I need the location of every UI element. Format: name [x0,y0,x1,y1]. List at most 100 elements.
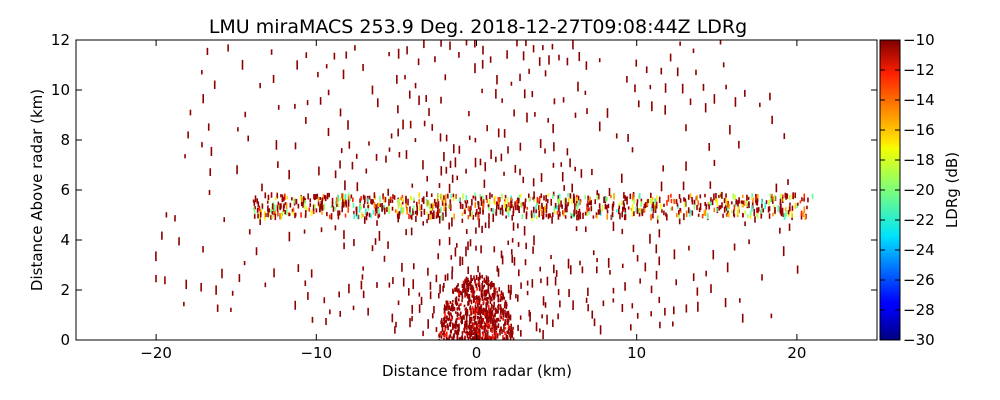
melting-layer-gate [785,210,787,217]
melting-layer-gate [779,206,782,213]
melting-layer-gate [762,208,765,213]
melting-layer-gate [274,213,277,221]
melting-layer-gate [271,214,273,219]
noise-gate [296,60,298,70]
clutter-gate [490,321,492,324]
clutter-gate [499,310,502,316]
melting-layer-gate [427,213,430,220]
melting-layer-gate [505,215,507,219]
noise-gate [587,200,589,208]
clutter-gate [449,300,452,304]
melting-layer-gate [794,203,797,209]
noise-gate [474,306,477,314]
melting-layer-gate [321,200,323,207]
melting-layer-gate [516,205,519,211]
melting-layer-gate [623,214,626,221]
clutter-gate [440,335,443,339]
melting-layer-gate [370,199,372,204]
melting-layer-gate [488,199,491,207]
noise-gate [481,59,484,69]
clutter-gate [482,307,485,312]
melting-layer-gate [565,198,567,204]
melting-layer-gate [337,210,339,216]
noise-gate [607,257,610,268]
melting-layer-gate [647,198,649,204]
clutter-gate [484,293,487,297]
noise-gate [503,323,505,333]
clutter-gate [461,284,464,289]
melting-layer-gate [437,193,439,200]
melting-layer-gate [499,209,502,214]
melting-layer-gate [744,210,747,215]
clutter-gate [462,283,465,286]
melting-layer-gate [606,213,609,220]
melting-layer-gate [719,205,722,210]
noise-gate [524,259,527,266]
noise-gate [339,160,341,169]
melting-layer-gate [663,203,665,208]
x-tick-label: 10 [627,344,646,362]
clutter-gate [455,330,458,335]
noise-gate [448,237,451,245]
melting-layer-gate [253,212,256,219]
noise-gate [456,175,459,181]
noise-gate [387,188,390,196]
clutter-gate [465,315,468,320]
noise-gate [443,317,445,322]
clutter-gate [467,331,470,335]
melting-layer-gate [352,202,355,208]
melting-layer-gate [756,199,759,206]
noise-gate [509,314,512,321]
noise-gate [525,242,527,250]
melting-layer-gate [806,205,808,210]
noise-gate [183,301,185,307]
clutter-gate [488,315,490,320]
noise-gate [612,298,615,303]
noise-gate [673,249,676,260]
melting-layer-gate [791,210,793,218]
clutter-gate [476,307,479,313]
clutter-gate [493,318,496,323]
melting-layer-gate [532,196,535,201]
noise-gate [527,193,530,198]
noise-gate [343,242,345,250]
melting-layer-gate [542,213,545,220]
clutter-gate [505,301,508,307]
clutter-gate [502,308,504,311]
melting-layer-gate [803,198,805,202]
melting-layer-gate [638,192,641,199]
melting-layer-gate [684,198,687,203]
melting-layer-gate [479,202,481,206]
melting-layer-gate [643,203,646,208]
colorbar-tick-label: −10 [903,31,935,49]
clutter-gate [504,321,506,326]
noise-gate [409,318,411,328]
noise-gate [596,266,598,274]
noise-gate [500,153,503,162]
melting-layer-gate [439,193,442,197]
clutter-gate [446,337,449,340]
clutter-gate [504,331,506,336]
noise-gate [320,227,323,233]
melting-layer-gate [549,214,551,218]
clutter-gate [471,290,474,296]
melting-layer-gate [543,195,545,201]
clutter-gate [479,325,481,328]
noise-gate [398,151,401,158]
noise-gate [255,247,258,256]
clutter-gate [470,332,473,337]
noise-gate [342,69,345,80]
noise-gate [675,279,678,286]
melting-layer-gate [471,211,473,219]
clutter-gate [494,287,496,293]
clutter-gate [491,293,494,297]
melting-layer-gate [396,210,399,217]
melting-layer-gate [749,215,752,219]
clutter-gate [456,311,459,316]
melting-layer-gate [538,205,540,211]
melting-layer-gate [309,203,312,207]
clutter-gate [500,316,503,320]
clutter-gate [481,326,483,330]
clutter-gate [458,317,460,320]
noise-gate [739,298,741,303]
